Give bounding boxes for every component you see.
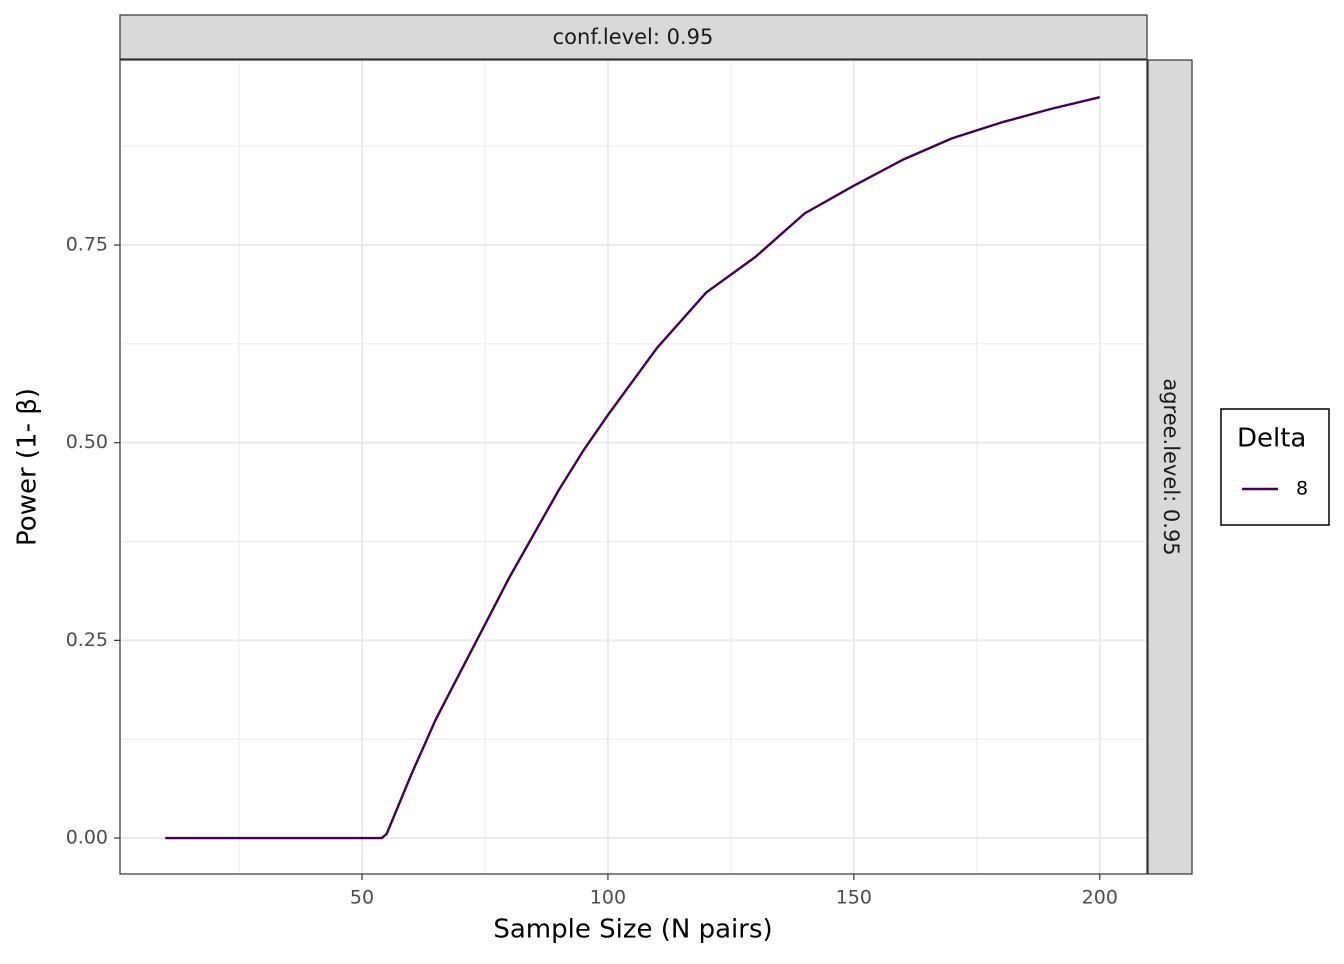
y-tick-label: 0.00 — [66, 827, 108, 849]
legend-box — [1220, 408, 1330, 526]
legend-title: Delta — [1237, 424, 1306, 454]
x-tick-label: 50 — [350, 887, 374, 909]
data-line — [165, 95, 1101, 840]
facet-label: agree.level: 0.95 — [1159, 378, 1183, 555]
y-tick-label: 0.75 — [66, 234, 108, 256]
y-tick-label: 0.50 — [66, 431, 108, 453]
facet-label: conf.level: 0.95 — [553, 25, 714, 49]
x-axis-title: Sample Size (N pairs) — [493, 915, 772, 945]
facet-strip — [119, 14, 1148, 60]
facet-strip — [1147, 59, 1193, 875]
legend-label: 8 — [1296, 478, 1308, 500]
panel-border — [119, 59, 1148, 875]
x-tick-label: 100 — [590, 887, 626, 909]
panel — [120, 60, 1147, 874]
y-axis-title: Power (1- β) — [13, 388, 43, 546]
y-tick-label: 0.25 — [66, 629, 108, 651]
x-tick-label: 200 — [1082, 887, 1118, 909]
x-tick-label: 150 — [836, 887, 872, 909]
